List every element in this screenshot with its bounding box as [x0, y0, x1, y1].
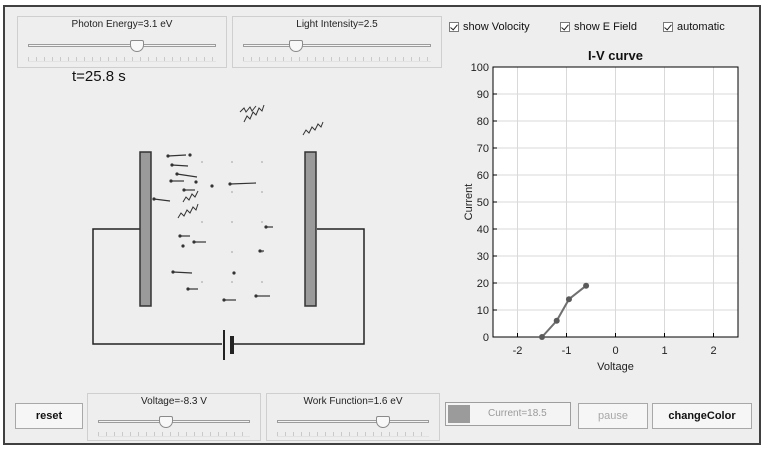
voltage-track[interactable]: [98, 420, 250, 423]
time-readout: t=25.8 s: [72, 68, 126, 85]
y-tick-label: 100: [471, 62, 489, 74]
checkbox-check[interactable]: [560, 22, 570, 32]
y-tick-label: 90: [477, 89, 489, 101]
voltage-ticks: [98, 432, 250, 437]
voltage-thumb[interactable]: [159, 416, 174, 428]
iv-curve-line: [541, 284, 587, 338]
x-tick-label: -1: [562, 345, 572, 357]
light-intensity-thumb[interactable]: [288, 40, 303, 52]
checkbox-label: show Volocity: [463, 21, 530, 33]
work-function-ticks: [277, 432, 429, 437]
y-tick-label: 0: [483, 332, 489, 344]
light-intensity-track[interactable]: [243, 44, 431, 47]
x-tick-label: 0: [612, 345, 618, 357]
reset-button[interactable]: reset: [15, 403, 83, 429]
current-display: Current=18.5: [445, 402, 571, 426]
y-tick-label: 60: [477, 170, 489, 182]
y-tick-label: 70: [477, 143, 489, 155]
photon-energy-slider-panel: Photon Energy=3.1 eV: [17, 16, 227, 68]
y-tick-label: 50: [477, 197, 489, 209]
chart-title: I-V curve: [588, 48, 643, 63]
change-color-button[interactable]: changeColor: [652, 403, 752, 429]
photon-energy-track[interactable]: [28, 44, 216, 47]
iv-data-point: [553, 317, 560, 324]
light-intensity-slider-panel: Light Intensity=2.5: [232, 16, 442, 68]
work-function-slider-panel: Work Function=1.6 eV: [266, 393, 440, 441]
automatic-checkbox[interactable]: automatic: [663, 21, 725, 35]
voltage-label: Voltage=-8.3 V: [141, 396, 207, 407]
photon-energy-thumb[interactable]: [130, 40, 145, 52]
iv-data-point: [583, 282, 590, 289]
show-e-field-checkbox[interactable]: show E Field: [560, 21, 637, 35]
light-intensity-ticks: [243, 57, 431, 62]
photon-energy-label: Photon Energy=3.1 eV: [71, 19, 173, 30]
voltage-slider-panel: Voltage=-8.3 V: [87, 393, 261, 441]
iv-data-point: [565, 296, 572, 303]
photon-energy-ticks: [28, 57, 216, 62]
x-axis-label: Voltage: [597, 361, 634, 373]
checkbox-check[interactable]: [449, 22, 459, 32]
y-tick-label: 80: [477, 116, 489, 128]
checkbox-check[interactable]: [663, 22, 673, 32]
y-tick-label: 40: [477, 224, 489, 236]
current-readout: Current=18.5: [488, 408, 547, 419]
light-intensity-label: Light Intensity=2.5: [296, 19, 378, 30]
y-tick-label: 10: [477, 305, 489, 317]
y-axis-label: Current: [463, 184, 475, 221]
x-tick-label: 2: [710, 345, 716, 357]
work-function-thumb[interactable]: [376, 416, 391, 428]
work-function-label: Work Function=1.6 eV: [303, 396, 403, 407]
checkbox-label: automatic: [677, 21, 725, 33]
current-level-indicator: [448, 405, 470, 423]
iv-data-point: [539, 334, 545, 340]
pause-button[interactable]: pause: [578, 403, 648, 429]
y-tick-label: 30: [477, 251, 489, 263]
y-tick-label: 20: [477, 278, 489, 290]
show-velocity-checkbox[interactable]: show Volocity: [449, 21, 530, 35]
x-tick-label: -2: [513, 345, 523, 357]
x-tick-label: 1: [661, 345, 667, 357]
work-function-track[interactable]: [277, 420, 429, 423]
checkbox-label: show E Field: [574, 21, 637, 33]
